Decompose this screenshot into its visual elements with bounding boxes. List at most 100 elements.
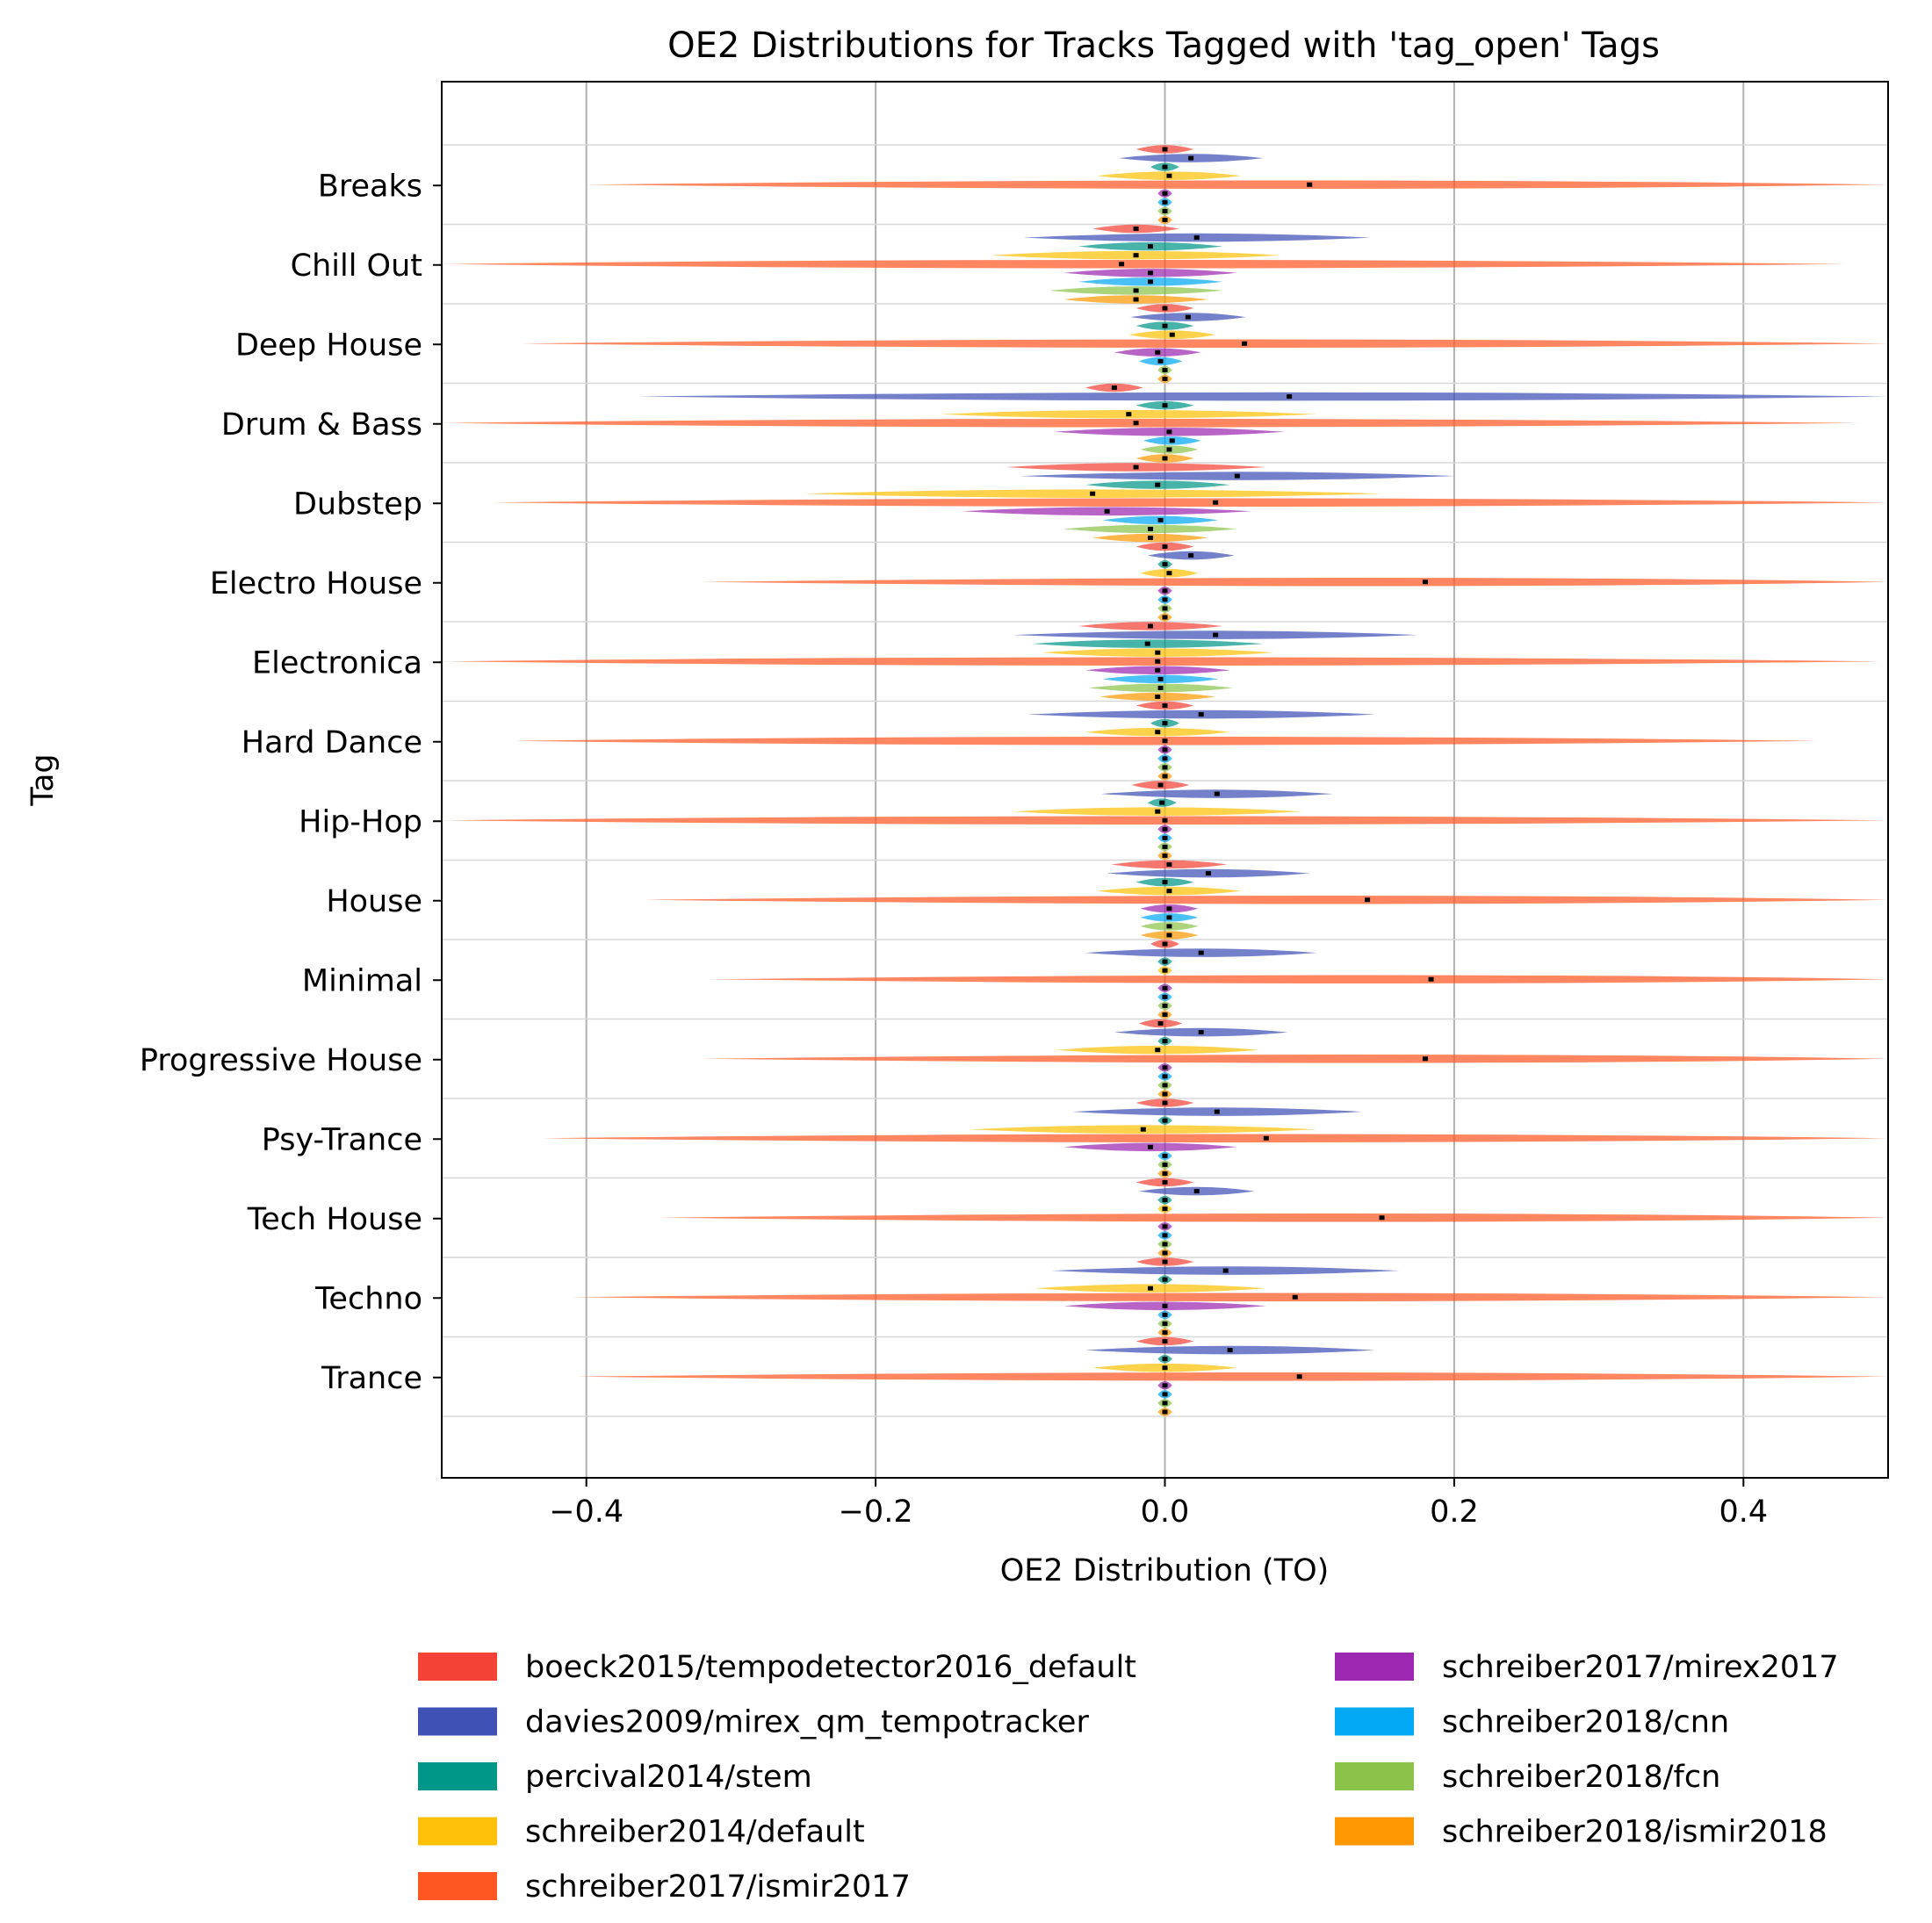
median-marker [1162,985,1168,990]
median-marker [1162,1153,1168,1158]
x-tick-label: 0.2 [1430,1494,1479,1530]
median-marker [1162,588,1168,594]
y-tick-label: Hip-Hop [299,804,422,839]
median-marker [1166,571,1172,576]
median-marker [1140,1127,1146,1132]
violin-shape [576,1372,1888,1381]
median-marker [1162,1339,1168,1344]
median-marker [1213,500,1219,505]
median-marker [1428,976,1434,982]
median-marker [1157,358,1164,364]
median-marker [1162,323,1168,328]
median-marker [1162,615,1168,620]
median-marker [1162,853,1168,858]
median-marker [1162,1083,1168,1088]
median-marker [1188,553,1194,558]
median-marker [1162,1312,1168,1317]
median-marker [1159,800,1165,805]
median-marker [1148,244,1154,249]
x-axis-label: OE2 Distribution (TO) [1000,1553,1330,1588]
median-marker [1162,1012,1168,1017]
median-marker [1162,217,1168,222]
median-marker [1162,1224,1168,1229]
y-tick-label: Progressive House [140,1043,422,1078]
median-marker [1133,465,1139,470]
median-marker [1422,1056,1428,1062]
median-marker [1162,1118,1168,1123]
median-marker [1296,1374,1302,1379]
median-marker [1155,659,1161,664]
y-axis-label: Tag [25,753,61,806]
median-marker [1198,1030,1204,1035]
median-marker [1162,1321,1168,1326]
median-marker [1166,429,1172,435]
median-marker [1162,1401,1168,1406]
violin-shape [492,498,1888,508]
median-marker [1155,667,1161,673]
y-tick-label: Dubstep [293,486,422,522]
x-tick-label: −0.4 [549,1494,624,1530]
median-marker [1162,1198,1168,1203]
x-tick-label: −0.2 [839,1494,913,1530]
median-marker [1155,694,1161,699]
median-marker [1162,1100,1168,1106]
y-tick-label: Chill Out [291,248,422,284]
median-marker [1162,1409,1168,1415]
median-marker [1162,1170,1168,1176]
legend-swatch [1335,1707,1414,1736]
median-marker [1126,412,1132,417]
median-marker [1166,862,1172,868]
y-axis-ticks: Breaks Chill Out Deep House Drum & Bass Dubs… [140,169,442,1396]
median-marker [1148,270,1154,276]
violin-shape [521,339,1889,349]
median-marker [1166,924,1172,929]
median-marker [1144,641,1150,646]
median-marker [1162,1206,1168,1212]
y-tick-label: House [326,884,422,919]
median-marker [1162,1039,1168,1044]
median-marker [1162,1259,1168,1264]
median-marker [1198,950,1204,955]
median-marker [1292,1294,1298,1300]
median-marker [1162,1065,1168,1070]
median-marker [1162,756,1168,761]
violin-shape [442,259,1845,269]
median-marker [1157,517,1164,522]
category-separators [442,144,1888,1417]
median-marker [1162,738,1168,744]
median-marker [1162,1303,1168,1308]
median-marker [1162,1392,1168,1397]
x-axis-ticks: −0.4 −0.2 0.0 0.2 0.4 [549,1478,1768,1530]
violin-shape [644,895,1888,904]
median-marker [1162,941,1168,947]
median-marker [1157,782,1164,788]
violin-shape [702,1054,1889,1063]
median-marker [1162,1162,1168,1167]
median-marker [1157,1021,1164,1026]
median-marker [1148,526,1154,531]
median-marker [1119,262,1125,267]
median-marker [1214,791,1220,796]
legend-label: schreiber2017/mirex2017 [1442,1650,1839,1685]
median-marker [1162,765,1168,770]
median-marker [1162,403,1168,408]
median-marker [1155,809,1161,814]
median-marker [1162,817,1168,823]
y-tick-label: Tech House [247,1202,422,1237]
median-marker [1148,535,1154,540]
median-marker [1162,1003,1168,1008]
violin-shape [702,577,1889,587]
violin-shape [708,975,1888,984]
median-marker [1166,915,1172,920]
median-marker [1162,208,1168,213]
median-marker [1162,826,1168,832]
median-marker [1162,1250,1168,1256]
median-marker [1133,227,1139,232]
median-marker [1162,1091,1168,1097]
median-marker [1242,341,1248,346]
median-marker [1162,597,1168,602]
median-marker [1148,279,1154,284]
median-marker [1198,712,1204,717]
legend-swatch [418,1872,497,1900]
legend-swatch [1335,1817,1414,1846]
